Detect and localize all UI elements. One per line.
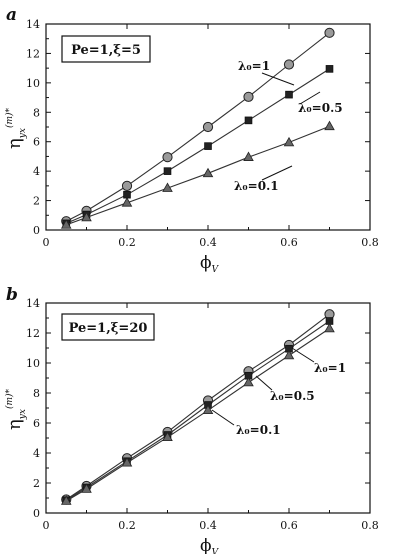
x-tick-label: 0.6 (280, 236, 298, 249)
x-tick-label: 0.8 (361, 236, 379, 249)
x-tick-label: 0.2 (118, 236, 136, 249)
series-label-leader (255, 375, 273, 391)
annotation-text: Pe=1,ξ=20 (69, 321, 148, 336)
series-line (66, 125, 330, 226)
x-axis-symbol: ϕ (200, 536, 212, 554)
data-point-triangle (324, 322, 335, 333)
y-axis-symbol: η (4, 138, 25, 149)
x-tick-label: 0.4 (199, 236, 217, 249)
series-line (66, 320, 330, 501)
data-point-triangle (121, 197, 133, 207)
data-point-triangle (243, 376, 254, 387)
data-point-circle (243, 91, 254, 102)
series-line (66, 68, 330, 224)
data-point-triangle (81, 483, 92, 493)
annotation-box (61, 35, 151, 63)
x-axis-symbol: ϕ (200, 253, 212, 273)
x-tick-label: 0.8 (361, 519, 379, 532)
x-tick-label: 0.2 (118, 519, 136, 532)
data-point-circle (162, 152, 173, 163)
series-label-leader (261, 165, 293, 181)
data-point-triangle (202, 404, 214, 415)
y-axis-subscript: yx (18, 128, 28, 139)
y-axis-superscript: (m)* (4, 388, 15, 409)
y-tick-label: 10 (26, 357, 40, 370)
data-point-triangle (60, 495, 72, 505)
y-tick-label: 10 (26, 77, 40, 90)
data-point-circle (283, 59, 295, 70)
series-label-leader (291, 347, 315, 363)
data-point-circle (324, 27, 335, 38)
y-tick-label: 8 (33, 106, 40, 119)
series-label: λ₀=1 (314, 361, 346, 375)
data-point-triangle (202, 167, 214, 178)
data-point-triangle (121, 457, 133, 467)
data-point-square (123, 190, 131, 199)
series-label: λ₀=0.1 (234, 179, 279, 193)
data-point-triangle (162, 182, 173, 192)
y-tick-label: 4 (33, 447, 40, 460)
x-axis-subscript: V (212, 548, 220, 554)
data-point-triangle (283, 349, 295, 360)
y-tick-label: 12 (26, 327, 40, 340)
y-tick-label: 12 (26, 47, 40, 60)
y-axis-symbol: η (4, 419, 25, 430)
y-tick-label: 6 (33, 417, 40, 430)
data-point-triangle (60, 219, 72, 229)
y-axis-label: ηyx(m)* (4, 107, 28, 149)
data-point-triangle (81, 211, 92, 222)
data-point-circle (202, 121, 214, 133)
data-point-triangle (283, 136, 295, 147)
data-point-triangle (243, 151, 254, 161)
y-tick-label: 6 (33, 136, 40, 149)
series-label: λ₀=0.5 (270, 389, 315, 403)
series-line (66, 32, 330, 222)
y-tick-label: 14 (26, 18, 40, 31)
x-axis-label: ϕV (200, 253, 220, 275)
annotation-box (61, 313, 155, 341)
panel-label: b (6, 285, 18, 305)
data-point-square (325, 65, 334, 73)
series-label-leader (261, 72, 295, 86)
y-tick-label: 0 (33, 507, 40, 520)
data-point-square (204, 142, 212, 150)
y-axis-subscript: yx (18, 409, 28, 420)
series-label-leader (299, 91, 321, 105)
chart-panel-a: a 0 2 4 6 8 10 12 14 0 0.2 0.4 0.6 0.8 ηyx(m)* ϕV Pe=1,ξ… (4, 5, 379, 275)
data-point-triangle (324, 120, 335, 131)
series-label: λ₀=0.1 (236, 423, 281, 437)
y-tick-label: 0 (33, 224, 40, 237)
x-tick-label: 0.6 (280, 519, 298, 532)
data-point-square (244, 116, 253, 125)
x-axis-subscript: V (212, 265, 220, 275)
series-label-leader (211, 409, 235, 426)
x-tick-label: 0 (43, 519, 50, 532)
x-tick-label: 0.4 (199, 519, 217, 532)
annotation-text: Pe=1,ξ=5 (71, 43, 141, 58)
y-tick-label: 14 (26, 297, 40, 310)
chart-panel-b: b 0 2 4 6 8 10 12 14 0 0.2 0.4 0.6 0.8 ηyx(m)* ϕV Pe=1,ξ… (4, 285, 379, 554)
y-axis-superscript: (m)* (4, 107, 15, 128)
data-point-triangle (162, 431, 173, 442)
y-axis-label: ηyx(m)* (4, 388, 28, 430)
x-axis-label: ϕV (200, 536, 220, 554)
data-point-square (163, 167, 172, 175)
series-line (65, 313, 330, 500)
y-tick-label: 4 (33, 165, 40, 178)
y-tick-label: 2 (33, 195, 40, 208)
x-tick-label: 0 (43, 236, 50, 249)
y-tick-label: 2 (33, 477, 40, 490)
data-point-square (285, 90, 293, 99)
y-tick-label: 8 (33, 387, 40, 400)
series-line (66, 328, 330, 502)
data-point-circle (121, 180, 133, 191)
series-label: λ₀=1 (238, 59, 270, 73)
panel-label: a (6, 5, 17, 25)
series-label: λ₀=0.5 (298, 101, 343, 115)
